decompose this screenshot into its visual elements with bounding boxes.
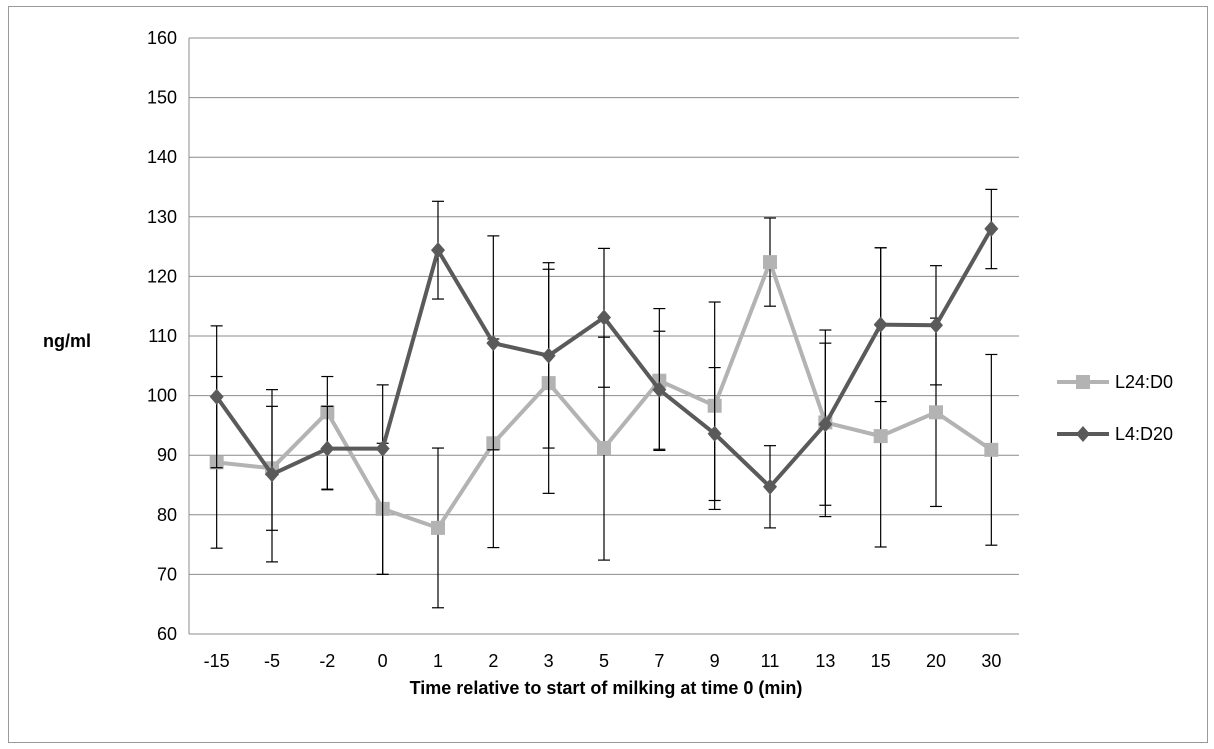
- y-axis-title: ng/ml: [43, 331, 91, 351]
- y-tick-label: 100: [147, 386, 177, 406]
- data-point: [763, 478, 777, 495]
- x-tick-label: -15: [204, 651, 230, 671]
- legend-item: L4:D20: [1057, 424, 1173, 444]
- data-point: [209, 388, 224, 405]
- x-tick-label: 5: [599, 651, 609, 671]
- x-tick-label: 13: [815, 651, 835, 671]
- x-tick-label: 20: [926, 651, 946, 671]
- y-tick-label: 160: [147, 28, 177, 48]
- data-point: [873, 429, 888, 444]
- series-L4:D20: [209, 188, 999, 576]
- y-tick-label: 130: [147, 207, 177, 227]
- data-point: [873, 316, 888, 333]
- x-axis-ticks: -15 -5 -2 0 1 2 3 5 7 9 11 13 15 20 30: [204, 651, 1002, 671]
- x-tick-label: -5: [264, 651, 280, 671]
- y-tick-label: 120: [147, 266, 177, 286]
- x-tick-label: 7: [654, 651, 664, 671]
- data-point: [929, 317, 943, 334]
- data-point: [597, 441, 611, 456]
- x-tick-label: 1: [433, 651, 443, 671]
- data-point: [763, 255, 777, 270]
- legend-label: L4:D20: [1115, 424, 1173, 444]
- x-tick-label: -2: [319, 651, 335, 671]
- chart-frame: 60 70 80 90 100 110 120 130 140 150 160 -15 -5 -2 0 1 2…: [8, 6, 1208, 743]
- y-tick-label: 70: [157, 564, 177, 584]
- legend-label: L24:D0: [1115, 372, 1173, 392]
- data-point: [597, 309, 611, 326]
- legend-item: L24:D0: [1057, 372, 1173, 392]
- x-tick-label: 9: [710, 651, 720, 671]
- y-tick-label: 80: [157, 505, 177, 525]
- legend-marker: [1076, 426, 1090, 442]
- series-layer: [209, 188, 999, 609]
- data-point: [984, 442, 999, 457]
- data-point: [984, 220, 999, 237]
- y-tick-label: 90: [157, 445, 177, 465]
- data-point: [431, 520, 445, 535]
- data-point: [541, 347, 556, 364]
- x-tick-label: 11: [761, 651, 780, 671]
- x-tick-label: 30: [981, 651, 1001, 671]
- data-point: [818, 416, 833, 433]
- legend-marker: [1076, 375, 1090, 389]
- data-point: [320, 440, 335, 457]
- y-tick-label: 60: [157, 624, 177, 644]
- x-axis-title: Time relative to start of milking at tim…: [410, 678, 803, 698]
- x-tick-label: 2: [488, 651, 498, 671]
- data-point: [486, 335, 501, 352]
- y-tick-label: 150: [147, 88, 177, 108]
- data-point: [375, 440, 390, 457]
- x-tick-label: 15: [871, 651, 891, 671]
- x-tick-label: 0: [378, 651, 388, 671]
- data-point: [265, 466, 279, 483]
- x-tick-label: 3: [544, 651, 554, 671]
- data-point: [431, 242, 445, 259]
- data-point: [929, 405, 943, 420]
- y-tick-label: 110: [148, 326, 177, 346]
- data-point: [652, 381, 667, 398]
- y-tick-label: 140: [147, 147, 177, 167]
- legend: L24:D0 L4:D20: [1057, 372, 1173, 444]
- data-point: [707, 425, 722, 442]
- y-axis-ticks: 60 70 80 90 100 110 120 130 140 150 160: [147, 28, 177, 644]
